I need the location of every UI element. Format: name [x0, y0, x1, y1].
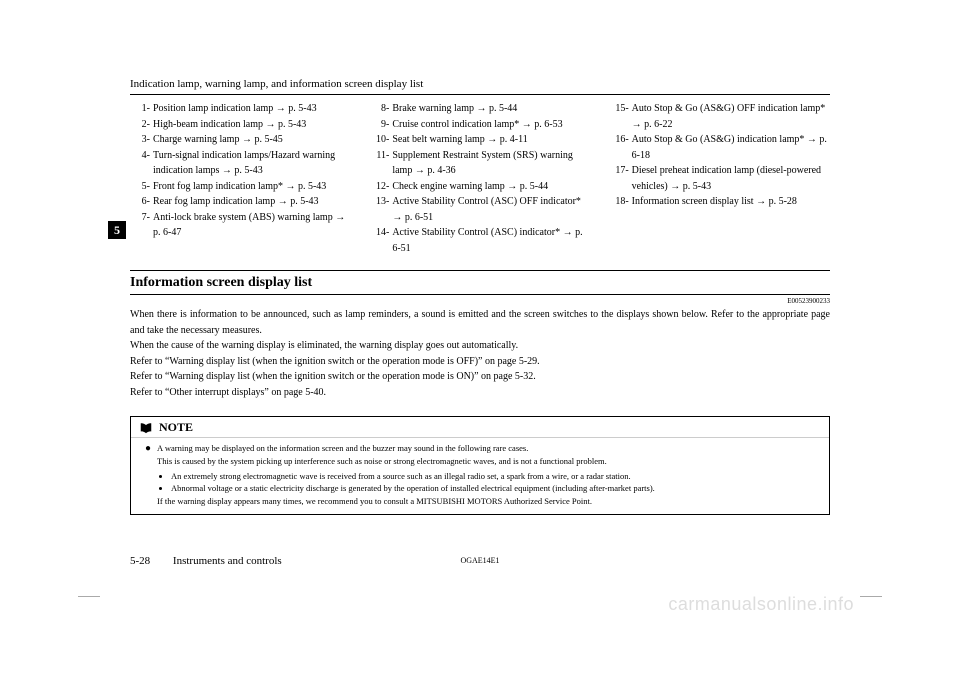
- list-item: 5-Front fog lamp indication lamp* → p. 5…: [130, 179, 351, 195]
- bullet-icon: ●: [145, 442, 151, 508]
- item-number: 13-: [369, 194, 392, 225]
- item-text: Charge warning lamp → p. 5-45: [153, 132, 351, 148]
- item-number: 14-: [369, 225, 392, 256]
- list-item: 18-Information screen display list → p. …: [609, 194, 830, 210]
- item-text: Cruise control indication lamp* → p. 6-5…: [392, 117, 590, 133]
- item-text: Active Stability Control (ASC) OFF indic…: [392, 194, 590, 225]
- item-text: Auto Stop & Go (AS&G) OFF indication lam…: [632, 101, 830, 132]
- item-text: Auto Stop & Go (AS&G) indication lamp* →…: [632, 132, 830, 163]
- item-text: Turn-signal indication lamps/Hazard warn…: [153, 148, 351, 179]
- item-text: Position lamp indication lamp → p. 5-43: [153, 101, 351, 117]
- note-sub-bullets: An extremely strong electromagnetic wave…: [157, 470, 655, 496]
- note-lead2: This is caused by the system picking up …: [157, 455, 655, 468]
- item-text: Front fog lamp indication lamp* → p. 5-4…: [153, 179, 351, 195]
- item-number: 10-: [369, 132, 392, 148]
- list-item: 11-Supplement Restraint System (SRS) war…: [369, 148, 590, 179]
- item-text: Diesel preheat indication lamp (diesel-p…: [632, 163, 830, 194]
- item-text: Active Stability Control (ASC) indicator…: [392, 225, 590, 256]
- item-number: 18-: [609, 194, 632, 210]
- item-number: 3-: [130, 132, 153, 148]
- column-2: 8-Brake warning lamp → p. 5-449-Cruise c…: [369, 101, 590, 256]
- list-item: 4-Turn-signal indication lamps/Hazard wa…: [130, 148, 351, 179]
- column-3: 15-Auto Stop & Go (AS&G) OFF indication …: [609, 101, 830, 256]
- item-text: Anti-lock brake system (ABS) warning lam…: [153, 210, 351, 241]
- item-number: 4-: [130, 148, 153, 179]
- note-lead: A warning may be displayed on the inform…: [157, 442, 655, 455]
- body-line: When the cause of the warning display is…: [130, 338, 830, 354]
- body-line: Refer to “Warning display list (when the…: [130, 354, 830, 370]
- indicator-list-columns: 1-Position lamp indication lamp → p. 5-4…: [130, 101, 830, 256]
- note-label: NOTE: [159, 420, 193, 435]
- page-footer: 5-28 Instruments and controls: [130, 555, 282, 567]
- chapter-title: Instruments and controls: [173, 555, 282, 567]
- body-text: When there is information to be announce…: [130, 307, 830, 400]
- note-header: NOTE: [131, 417, 829, 438]
- item-text: Seat belt warning lamp → p. 4-11: [392, 132, 590, 148]
- watermark: carmanualsonline.info: [668, 594, 854, 615]
- note-bullet: An extremely strong electromagnetic wave…: [171, 470, 655, 483]
- section-title: Information screen display list: [130, 270, 830, 295]
- list-item: 14-Active Stability Control (ASC) indica…: [369, 225, 590, 256]
- item-number: 7-: [130, 210, 153, 241]
- list-item: 3-Charge warning lamp → p. 5-45: [130, 132, 351, 148]
- footer-code: OGAE14E1: [460, 556, 499, 565]
- item-number: 11-: [369, 148, 392, 179]
- note-box: NOTE ● A warning may be displayed on the…: [130, 416, 830, 515]
- note-icon: [139, 421, 153, 435]
- list-item: 6-Rear fog lamp indication lamp → p. 5-4…: [130, 194, 351, 210]
- item-number: 1-: [130, 101, 153, 117]
- note-body: ● A warning may be displayed on the info…: [131, 438, 829, 514]
- page-header: Indication lamp, warning lamp, and infor…: [130, 78, 830, 95]
- list-item: 1-Position lamp indication lamp → p. 5-4…: [130, 101, 351, 117]
- body-line: When there is information to be announce…: [130, 307, 830, 338]
- item-text: Brake warning lamp → p. 5-44: [392, 101, 590, 117]
- crop-mark-right: [860, 596, 882, 597]
- item-number: 2-: [130, 117, 153, 133]
- list-item: 10-Seat belt warning lamp → p. 4-11: [369, 132, 590, 148]
- item-text: Information screen display list → p. 5-2…: [632, 194, 830, 210]
- item-number: 15-: [609, 101, 632, 132]
- item-number: 16-: [609, 132, 632, 163]
- list-item: 15-Auto Stop & Go (AS&G) OFF indication …: [609, 101, 830, 132]
- item-text: Check engine warning lamp → p. 5-44: [392, 179, 590, 195]
- list-item: 9-Cruise control indication lamp* → p. 6…: [369, 117, 590, 133]
- list-item: 2-High-beam indication lamp → p. 5-43: [130, 117, 351, 133]
- list-item: 12-Check engine warning lamp → p. 5-44: [369, 179, 590, 195]
- item-number: 17-: [609, 163, 632, 194]
- list-item: 17-Diesel preheat indication lamp (diese…: [609, 163, 830, 194]
- note-bullet: Abnormal voltage or a static electricity…: [171, 482, 655, 495]
- list-item: 16-Auto Stop & Go (AS&G) indication lamp…: [609, 132, 830, 163]
- page-content: Indication lamp, warning lamp, and infor…: [0, 0, 960, 545]
- list-item: 13-Active Stability Control (ASC) OFF in…: [369, 194, 590, 225]
- column-1: 1-Position lamp indication lamp → p. 5-4…: [130, 101, 351, 256]
- list-item: 7-Anti-lock brake system (ABS) warning l…: [130, 210, 351, 241]
- item-number: 12-: [369, 179, 392, 195]
- item-text: Rear fog lamp indication lamp → p. 5-43: [153, 194, 351, 210]
- item-text: Supplement Restraint System (SRS) warnin…: [392, 148, 590, 179]
- item-number: 8-: [369, 101, 392, 117]
- list-item: 8-Brake warning lamp → p. 5-44: [369, 101, 590, 117]
- body-line: Refer to “Warning display list (when the…: [130, 369, 830, 385]
- item-number: 9-: [369, 117, 392, 133]
- note-tail: If the warning display appears many time…: [157, 495, 655, 508]
- body-line: Refer to “Other interrupt displays” on p…: [130, 385, 830, 401]
- document-number: E00523900233: [130, 297, 830, 305]
- item-number: 5-: [130, 179, 153, 195]
- item-text: High-beam indication lamp → p. 5-43: [153, 117, 351, 133]
- item-number: 6-: [130, 194, 153, 210]
- crop-mark-left: [78, 596, 100, 597]
- page-number: 5-28: [130, 555, 150, 567]
